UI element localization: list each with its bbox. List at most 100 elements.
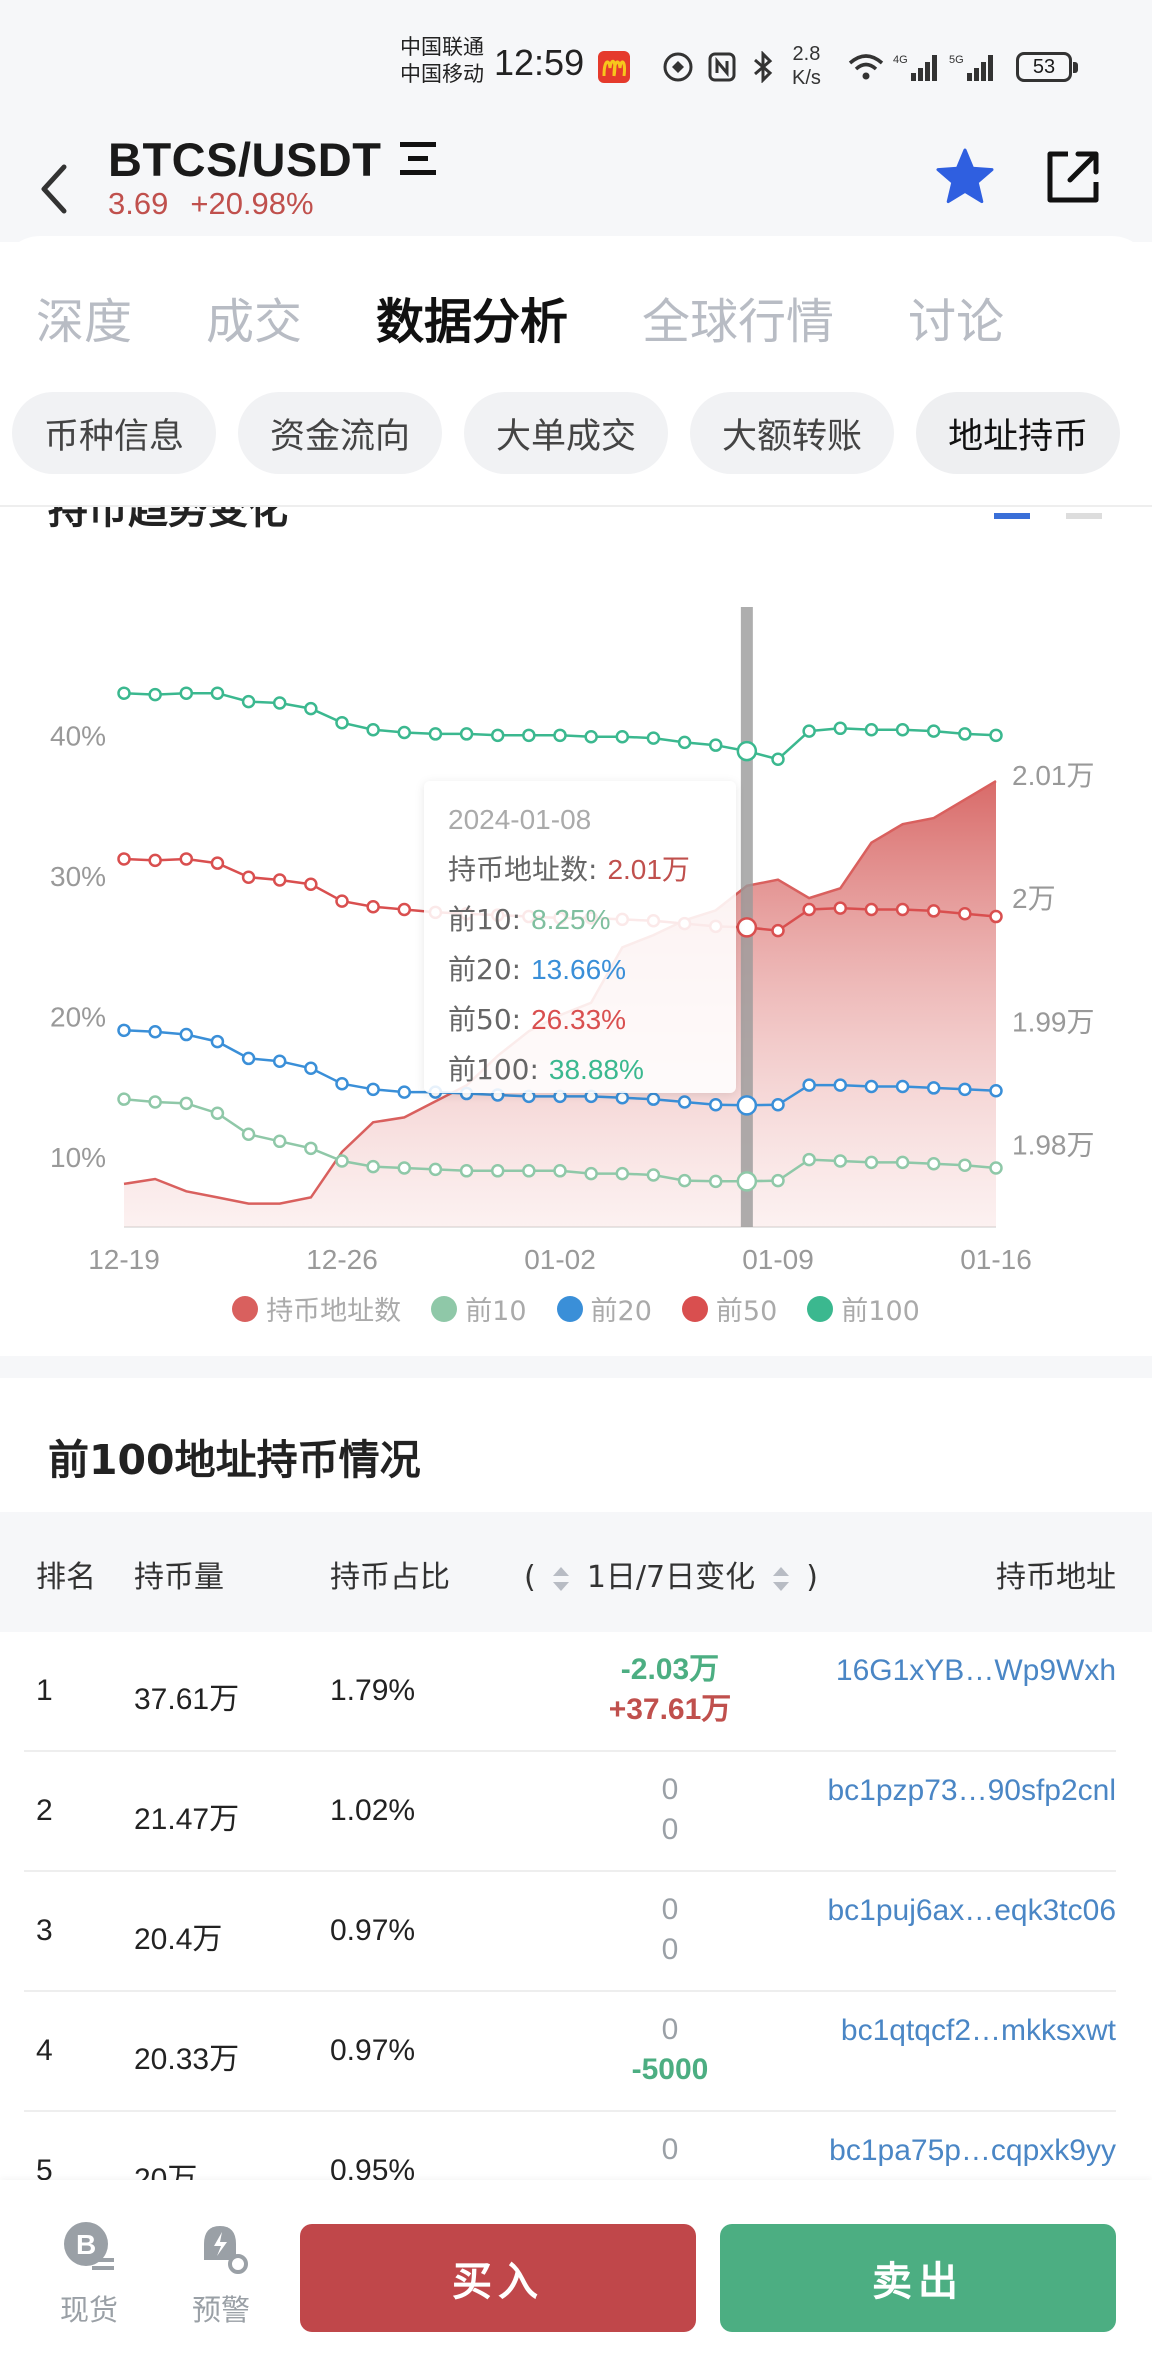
- data-point: [148, 687, 162, 702]
- table-row[interactable]: 3 20.4万 0.97% 0 0 bc1puj6ax…eqk3tc06: [0, 1872, 1152, 1992]
- table-row[interactable]: 4 20.33万 0.97% 0 -5000 bc1qtqcf2…mkksxwt: [0, 1992, 1152, 2112]
- holder-address-link[interactable]: bc1pa75p…cqpxk9yy: [829, 2134, 1116, 2167]
- legend-swatch: [431, 1295, 458, 1322]
- pair-switch-menu-icon[interactable]: [398, 138, 438, 180]
- change-7d: +37.61万: [608, 1693, 732, 1726]
- change-1d: 0: [661, 2133, 679, 2166]
- data-point: [428, 727, 443, 741]
- holder-address-link[interactable]: 16G1xYB…Wp9Wxh: [835, 1654, 1116, 1687]
- table-row[interactable]: 2 21.47万 1.02% 0 0 bc1pzp73…90sfp2cnl: [0, 1752, 1152, 1872]
- legend-label: 前50: [715, 1296, 778, 1327]
- data-point: [802, 1078, 816, 1092]
- main-tab-bar: 深度 成交 数据分析 全球行情 讨论: [36, 282, 1078, 352]
- data-point: [366, 1159, 380, 1174]
- spot-label: 现货: [59, 2293, 118, 2327]
- header-amount: 持币量: [134, 1560, 224, 1595]
- share-button[interactable]: [1040, 144, 1106, 210]
- table-row[interactable]: 1 37.61万 1.79% -2.03万 +37.61万 16G1xYB…Wp9Wxh: [0, 1632, 1152, 1752]
- data-point: [802, 724, 816, 738]
- legend-swatch: [556, 1295, 583, 1322]
- change-cell: 0 -5000: [600, 2010, 740, 2090]
- row-divider: [24, 1870, 1116, 1872]
- data-point: [241, 870, 256, 884]
- tooltip-row-top20: 前20: 13.66%: [448, 945, 712, 995]
- row-divider: [24, 1750, 1116, 1752]
- data-point: [522, 728, 536, 743]
- sell-button[interactable]: 卖出: [720, 2224, 1116, 2332]
- legend-item[interactable]: 前20: [556, 1289, 652, 1328]
- x-tick-label: 12-19: [88, 1244, 160, 1275]
- legend-item[interactable]: 持币地址数: [232, 1289, 401, 1328]
- amount-cell: 21.47万: [134, 1803, 240, 1836]
- data-point: [397, 902, 412, 917]
- ratio-cell: 0.95%: [330, 2154, 416, 2180]
- legend-item[interactable]: 前10: [431, 1289, 527, 1328]
- y-left-tick-label: 30%: [50, 861, 106, 892]
- last-price: 3.69: [108, 186, 169, 221]
- pair-title[interactable]: BTCS/USDT: [108, 133, 382, 186]
- tooltip-label: 持币地址数:: [448, 853, 598, 886]
- tooltip-row-top10: 前10: 8.25%: [448, 895, 712, 945]
- legend-item[interactable]: 前50: [681, 1289, 778, 1328]
- buy-button[interactable]: 买入: [300, 2224, 696, 2332]
- data-point: [428, 1162, 443, 1177]
- tab-discussion[interactable]: 讨论: [908, 294, 1005, 350]
- data-point: [771, 1173, 785, 1188]
- header-ratio: 持币占比: [330, 1560, 450, 1595]
- x-tick-label: 01-09: [742, 1244, 814, 1275]
- data-point: [958, 906, 972, 921]
- share-icon: [1047, 151, 1099, 203]
- data-point: [553, 728, 567, 743]
- data-point: [272, 1134, 287, 1149]
- subtab-address-holdings[interactable]: 地址持币: [916, 392, 1121, 474]
- svg-text:B: B: [76, 2229, 96, 2260]
- net-speed-value: 2.8: [792, 43, 821, 65]
- change-1d: -2.03万: [620, 1653, 720, 1686]
- subtab-coin-info[interactable]: 币种信息: [12, 392, 217, 474]
- table-row[interactable]: 5 20万 0.95% 0 bc1pa75p…cqpxk9yy: [0, 2112, 1152, 2180]
- sub-tab-bar: 币种信息 资金流向 大单成交 大额转账 地址持币: [12, 392, 1121, 474]
- holder-address-link[interactable]: bc1qtqcf2…mkksxwt: [840, 2014, 1116, 2047]
- subtab-fund-flow[interactable]: 资金流向: [238, 392, 443, 474]
- holding-trend-chart-section: 持币趋势变化 10% 20% 30% 40% 1.98万 1.99万 2万 2.01万 12-1…: [0, 505, 1152, 1355]
- back-button[interactable]: [30, 154, 78, 224]
- data-point: [895, 1079, 910, 1094]
- tab-data-analysis[interactable]: 数据分析: [376, 282, 569, 352]
- header-change-sort[interactable]: ( 1日/7日变化 ): [524, 1552, 818, 1596]
- change-1d: 0: [661, 1773, 679, 1806]
- spot-button[interactable]: B 现货: [44, 2220, 134, 2329]
- data-point: [553, 1164, 567, 1178]
- tab-global-market[interactable]: 全球行情: [642, 294, 835, 350]
- tab-trades[interactable]: 成交: [206, 294, 303, 350]
- change-7d: -5000: [631, 2053, 709, 2086]
- data-point: [179, 1096, 194, 1111]
- subtab-large-trades[interactable]: 大单成交: [464, 392, 669, 474]
- price-line: 3.69 +20.98%: [108, 186, 336, 222]
- chart-view-toggle-table[interactable]: [1066, 513, 1102, 519]
- chart-view-toggle-line[interactable]: [994, 513, 1030, 519]
- subtab-large-transfers[interactable]: 大额转账: [690, 392, 895, 474]
- holder-address-link[interactable]: bc1puj6ax…eqk3tc06: [827, 1894, 1116, 1927]
- holder-address-link[interactable]: bc1pzp73…90sfp2cnl: [827, 1774, 1116, 1807]
- data-point: [958, 1158, 972, 1172]
- data-point: [397, 1085, 412, 1099]
- data-point: [366, 899, 380, 914]
- ratio-cell: 0.97%: [330, 2034, 416, 2067]
- tab-depth[interactable]: 深度: [36, 294, 133, 350]
- favorite-star-button[interactable]: [930, 142, 1000, 212]
- data-point: [459, 727, 474, 741]
- alert-button[interactable]: 预警: [176, 2220, 266, 2329]
- change-7d: 0: [661, 1933, 679, 1966]
- row-divider: [24, 2110, 1116, 2112]
- status-bar: 中国联通 中国移动 12:59 2.8 K/s 4G 5G 53: [0, 0, 1152, 132]
- legend-item[interactable]: 前100: [807, 1289, 920, 1328]
- data-point: [490, 728, 505, 743]
- y-left-tick-label: 20%: [50, 1001, 106, 1032]
- data-point: [802, 902, 816, 917]
- y-right-tick-label: 2.01万: [1012, 760, 1095, 791]
- data-point: [397, 725, 412, 740]
- tabs-panel: 深度 成交 数据分析 全球行情 讨论 币种信息 资金流向 大单成交 大额转账 地…: [0, 236, 1152, 506]
- header-rank: 排名: [36, 1560, 96, 1595]
- wifi-icon: [846, 50, 886, 84]
